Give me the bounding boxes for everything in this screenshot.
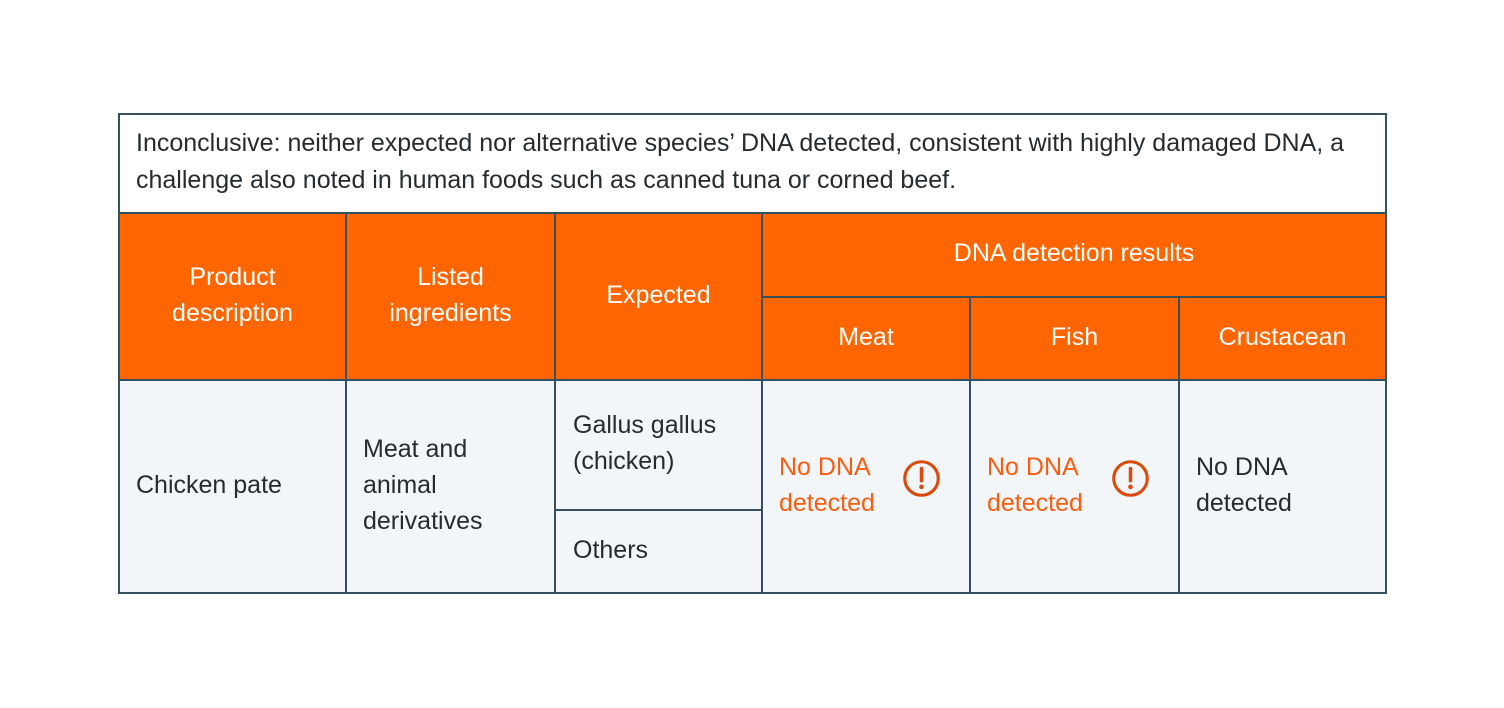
cell-product-description: Chicken pate [120, 381, 345, 592]
column-header-crustacean-label: Crustacean [1218, 322, 1347, 351]
expected-secondary-value: Others [573, 535, 649, 564]
product-description-value: Chicken pate [136, 470, 282, 499]
inconclusive-note-text: Inconclusive: neither expected nor alter… [136, 128, 1345, 194]
column-header-expected: Expected [556, 214, 761, 379]
column-header-product-description: Product description [120, 214, 345, 379]
group-header-dna-detection-results-label: DNA detection results [953, 239, 1195, 267]
column-header-crustacean: Crustacean [1180, 298, 1385, 379]
exclamation-circle-icon [1112, 460, 1149, 497]
column-header-meat: Meat [763, 298, 969, 379]
column-header-product-description-label: Product description [172, 262, 293, 327]
column-header-expected-label: Expected [606, 280, 711, 309]
column-header-meat-label: Meat [838, 322, 894, 351]
cell-listed-ingredients: Meat and animal derivatives [347, 381, 554, 592]
column-header-fish: Fish [971, 298, 1178, 379]
column-header-fish-label: Fish [1050, 322, 1099, 351]
cell-result-meat: No DNA detected [763, 381, 969, 592]
column-header-listed-ingredients: Listed ingredients [347, 214, 554, 379]
cell-expected-secondary: Others [556, 511, 761, 592]
result-meat-value: No DNA detected [779, 452, 875, 517]
cell-expected-primary: Gallus gallus (chicken) [556, 381, 761, 509]
exclamation-circle-icon [903, 460, 940, 497]
result-fish-value: No DNA detected [987, 452, 1083, 517]
expected-primary-value: Gallus gallus (chicken) [573, 411, 717, 475]
column-header-listed-ingredients-label: Listed ingredients [389, 262, 512, 327]
result-crustacean-value: No DNA detected [1196, 452, 1292, 517]
cell-result-fish: No DNA detected [971, 381, 1178, 592]
listed-ingredients-value: Meat and animal derivatives [363, 434, 483, 535]
group-header-dna-detection-results: DNA detection results [763, 214, 1385, 296]
inconclusive-note: Inconclusive: neither expected nor alter… [120, 115, 1385, 212]
cell-result-crustacean: No DNA detected [1180, 381, 1385, 592]
dna-detection-results-table: Inconclusive: neither expected nor alter… [118, 113, 1387, 594]
